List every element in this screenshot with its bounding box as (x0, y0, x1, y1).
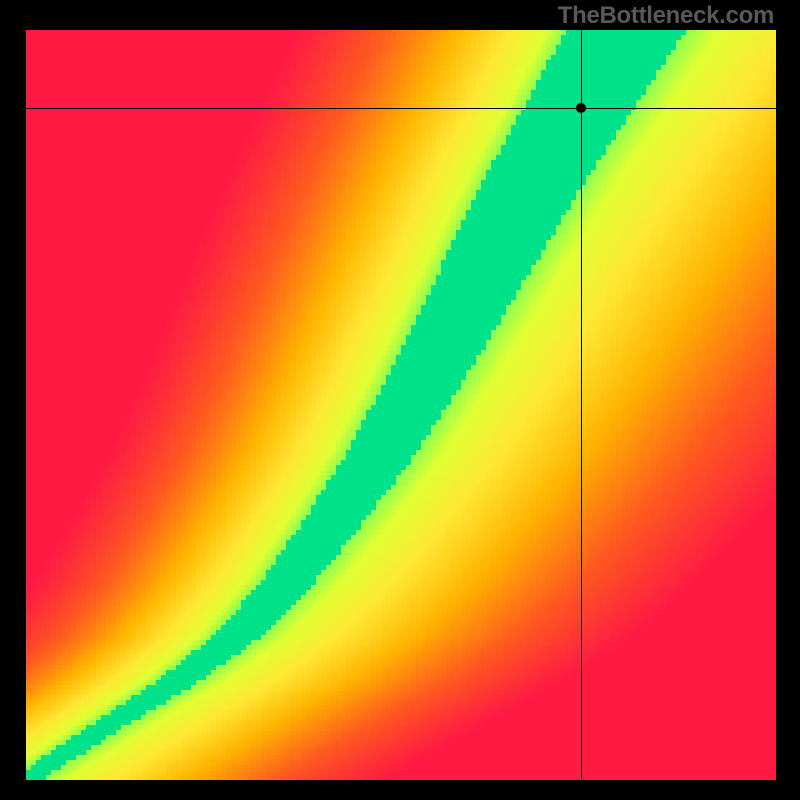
crosshair-overlay (26, 30, 776, 780)
figure: { "type": "heatmap", "figure": { "width"… (0, 0, 800, 800)
watermark-text: TheBottleneck.com (558, 2, 774, 30)
